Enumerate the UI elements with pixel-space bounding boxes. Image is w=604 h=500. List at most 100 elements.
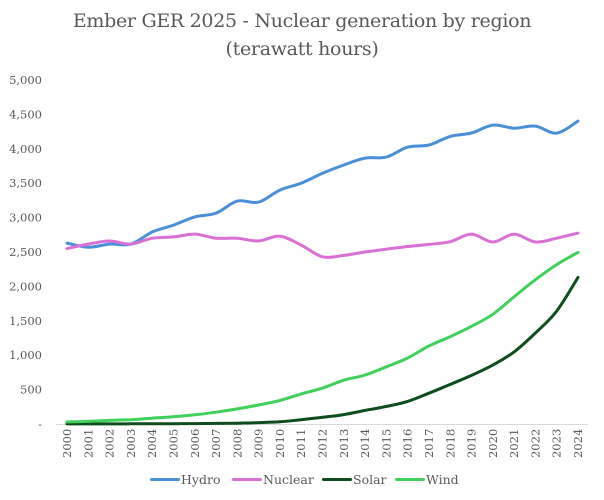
series-wind — [65, 250, 580, 424]
data-point-solar — [470, 374, 473, 377]
line-solar — [65, 275, 580, 426]
y-tick-label: 5,000 — [9, 73, 42, 87]
x-axis: 2000 2001 2002 2003 2004 2005 2006 2007 2008 2009… — [60, 429, 585, 458]
data-point-wind — [513, 295, 516, 298]
data-point-hydro — [193, 215, 196, 218]
data-point-nuclear — [491, 241, 494, 244]
data-point-wind — [172, 415, 175, 418]
y-tick-label: - — [38, 417, 42, 431]
x-tick-label: 2000 — [60, 429, 74, 458]
data-point-wind — [193, 413, 196, 416]
data-point-hydro — [406, 146, 409, 149]
x-tick-label: 2004 — [145, 429, 159, 458]
data-point-solar — [300, 418, 303, 421]
x-tick-label: 2008 — [230, 429, 244, 458]
y-tick-label: 500 — [20, 383, 42, 397]
data-point-hydro — [513, 127, 516, 130]
data-point-hydro — [385, 156, 388, 159]
data-point-nuclear — [236, 237, 239, 240]
data-point-hydro — [151, 231, 154, 234]
data-point-wind — [108, 419, 111, 422]
y-tick-label: 2,500 — [9, 245, 42, 259]
data-point-nuclear — [108, 240, 111, 243]
y-tick-label: 4,500 — [9, 107, 42, 121]
legend: Hydro Nuclear Solar Wind — [0, 469, 604, 489]
data-point-hydro — [66, 242, 69, 245]
data-point-wind — [577, 251, 580, 254]
legend-label: Wind — [426, 471, 459, 487]
data-point-hydro — [577, 120, 580, 123]
data-point-solar — [193, 422, 196, 425]
data-point-solar — [491, 364, 494, 367]
x-tick-label: 2003 — [124, 429, 138, 458]
data-point-nuclear — [172, 235, 175, 238]
data-point-solar — [428, 392, 431, 395]
line-nuclear — [65, 231, 580, 259]
x-tick-label: 2009 — [252, 429, 266, 458]
legend-item-wind: Wind — [395, 469, 459, 489]
x-tick-label: 2021 — [507, 429, 521, 458]
series-solar — [65, 275, 580, 426]
data-point-wind — [278, 399, 281, 402]
data-point-wind — [236, 407, 239, 410]
data-point-solar — [406, 400, 409, 403]
series-nuclear — [65, 231, 580, 259]
x-tick-label: 2017 — [422, 429, 436, 458]
data-point-solar — [257, 421, 260, 424]
data-point-nuclear — [129, 243, 132, 246]
y-tick-label: 3,000 — [9, 211, 42, 225]
data-point-nuclear — [428, 243, 431, 246]
x-tick-label: 2024 — [571, 429, 585, 458]
data-point-wind — [66, 420, 69, 423]
legend-label: Nuclear — [263, 471, 314, 487]
data-point-hydro — [321, 172, 324, 175]
x-tick-label: 2014 — [358, 429, 372, 458]
line-wind — [65, 250, 580, 424]
legend-item-hydro: Hydro — [150, 469, 220, 489]
legend-swatch — [150, 477, 180, 481]
data-point-hydro — [534, 125, 537, 128]
data-point-nuclear — [321, 255, 324, 258]
data-point-hydro — [449, 135, 452, 138]
data-point-nuclear — [406, 245, 409, 248]
data-point-wind — [534, 278, 537, 281]
data-point-hydro — [491, 124, 494, 127]
data-point-hydro — [108, 243, 111, 246]
data-point-hydro — [236, 200, 239, 203]
x-tick-label: 2001 — [81, 429, 95, 458]
data-point-solar — [385, 405, 388, 408]
data-point-wind — [151, 417, 154, 420]
data-point-hydro — [300, 182, 303, 185]
data-point-solar — [364, 409, 367, 412]
data-point-wind — [364, 374, 367, 377]
data-point-nuclear — [215, 237, 218, 240]
data-point-wind — [129, 418, 132, 421]
x-tick-label: 2023 — [550, 429, 564, 458]
data-point-hydro — [428, 144, 431, 147]
x-tick-label: 2016 — [401, 429, 415, 458]
legend-swatch — [322, 477, 352, 481]
x-tick-label: 2020 — [486, 429, 500, 458]
data-point-solar — [321, 416, 324, 419]
data-point-solar — [449, 383, 452, 386]
x-tick-label: 2002 — [103, 429, 117, 458]
data-point-hydro — [257, 201, 260, 204]
data-point-hydro — [342, 164, 345, 167]
data-point-solar — [236, 422, 239, 425]
x-tick-label: 2010 — [273, 429, 287, 458]
x-tick-label: 2018 — [443, 429, 457, 458]
data-point-wind — [406, 357, 409, 360]
data-point-nuclear — [577, 232, 580, 235]
data-point-wind — [470, 325, 473, 328]
legend-item-solar: Solar — [322, 469, 387, 489]
data-point-wind — [300, 392, 303, 395]
data-point-solar — [108, 422, 111, 425]
data-point-wind — [491, 313, 494, 316]
data-point-solar — [555, 310, 558, 313]
chart-subtitle: (terawatt hours) — [225, 38, 379, 60]
data-point-solar — [534, 332, 537, 335]
y-tick-label: 1,000 — [9, 348, 42, 362]
y-tick-label: 1,500 — [9, 314, 42, 328]
data-point-solar — [215, 422, 218, 425]
